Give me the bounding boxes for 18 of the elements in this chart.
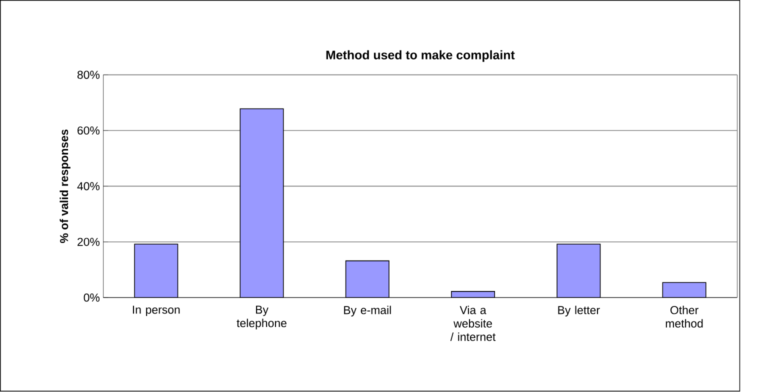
x-tick-label: By letter (558, 306, 600, 317)
y-tick-label: 0% (84, 294, 100, 302)
y-tick-label: 20% (78, 238, 100, 246)
x-tick-label: Via a website / internet (450, 306, 496, 342)
x-tick-label: By e-mail (344, 306, 391, 317)
y-tick-label: 40% (77, 182, 100, 190)
x-tick-label: Other method (666, 306, 703, 328)
y-axis-title: % of valid responses (60, 130, 70, 244)
y-tick-label: 80% (77, 70, 100, 80)
x-tick-label: In person (132, 306, 180, 316)
bar (662, 282, 706, 298)
y-tick-label: 60% (78, 126, 100, 135)
bar (345, 260, 390, 298)
bar (556, 244, 601, 298)
bar (134, 244, 178, 298)
x-tick-label: By telephone (236, 306, 286, 330)
chart-title: Method used to make complaint (326, 50, 515, 62)
bar (240, 108, 284, 298)
